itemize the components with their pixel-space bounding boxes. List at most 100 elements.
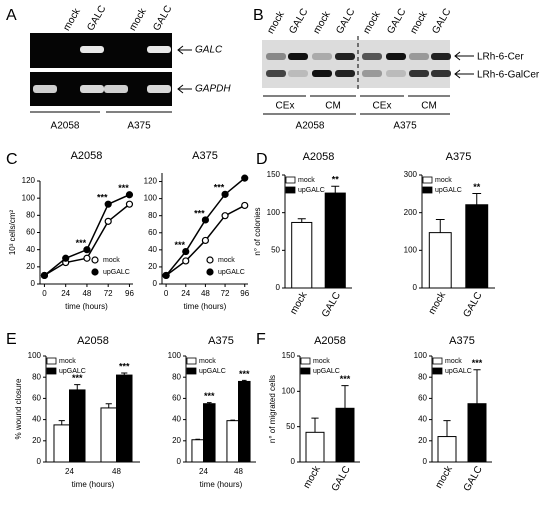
y-tick-label: 150 — [267, 170, 281, 179]
legend-label: mock — [199, 358, 216, 365]
lane-label: GALC — [85, 4, 108, 33]
lane-label: mock — [311, 9, 333, 36]
x-tick-label: GALC — [461, 290, 484, 319]
legend-swatch — [186, 357, 197, 365]
y-tick-label: 100 — [144, 194, 158, 203]
x-tick-label: 48 — [82, 289, 91, 298]
error-bar — [58, 420, 65, 425]
point — [182, 247, 190, 256]
y-tick-label: 60 — [26, 228, 35, 237]
band-label: LRh-6-Cer — [477, 52, 524, 63]
legend-label: upGALC — [103, 269, 130, 276]
arrow — [177, 45, 192, 55]
y-tick-label: 80 — [32, 372, 41, 381]
cell-line: A2058 — [51, 121, 80, 132]
error-bar — [105, 403, 112, 408]
y-tick-label: 150 — [282, 351, 296, 360]
band — [386, 53, 406, 60]
point — [221, 190, 229, 198]
y-tick-label: 0 — [37, 457, 42, 466]
chart-title: A375 — [446, 151, 472, 163]
lane-label: GALC — [151, 4, 174, 33]
y-tick-label: 100 — [168, 351, 182, 360]
x-tick-label: 24 — [181, 289, 190, 298]
panel-letter: A — [6, 7, 17, 24]
bar — [191, 439, 204, 463]
legend-label: upGALC — [435, 187, 462, 194]
error-bar — [74, 384, 81, 390]
legend-marker — [206, 268, 214, 276]
legend-label: mock — [218, 257, 235, 264]
point — [83, 246, 91, 254]
point — [125, 200, 134, 208]
y-tick-label: 40 — [26, 245, 35, 254]
legend-label: upGALC — [298, 187, 325, 194]
y-tick-label: 100 — [414, 351, 428, 360]
x-tick-label: GALC — [320, 290, 343, 319]
y-tick-label: 0 — [291, 457, 296, 466]
legend-swatch — [432, 357, 443, 365]
y-tick-label: 100 — [22, 193, 36, 202]
bar — [116, 374, 133, 463]
legend-label: upGALC — [218, 269, 245, 276]
y-tick-label: 0 — [177, 457, 182, 466]
x-tick-label: mock — [433, 463, 455, 490]
x-tick-label: 48 — [234, 467, 243, 476]
fraction: CM — [421, 101, 437, 112]
band — [386, 70, 406, 77]
chart-title: A2058 — [314, 335, 346, 347]
band-label: GALC — [195, 45, 223, 56]
band-label: GAPDH — [195, 84, 231, 95]
legend-swatch — [186, 367, 197, 375]
y-tick-label: 20 — [418, 436, 427, 445]
band — [431, 53, 451, 60]
error-bar — [297, 218, 306, 223]
y-tick-label: 0 — [423, 457, 428, 466]
point — [104, 200, 112, 208]
legend-label: upGALC — [199, 368, 226, 375]
panel-letter: D — [256, 151, 268, 168]
chart-title: A2058 — [77, 335, 109, 347]
significance: *** — [97, 193, 108, 203]
legend-label: mock — [435, 177, 452, 184]
x-axis-label: time (hours) — [72, 480, 115, 489]
legend-marker — [91, 268, 99, 276]
legend-swatch — [46, 357, 57, 365]
band — [80, 85, 104, 93]
y-tick-label: 100 — [282, 386, 296, 395]
significance: *** — [239, 369, 250, 379]
point — [201, 236, 210, 245]
x-tick-label: mock — [288, 289, 310, 316]
band — [312, 70, 332, 77]
y-tick-label: 0 — [153, 279, 158, 288]
x-tick-label: 0 — [42, 289, 47, 298]
x-axis-label: time (hours) — [200, 480, 243, 489]
band — [80, 46, 104, 53]
error-bar — [241, 379, 247, 382]
point — [62, 254, 70, 262]
error-bar — [443, 420, 451, 437]
x-tick-label: mock — [301, 463, 323, 490]
x-tick-label: 24 — [199, 467, 208, 476]
y-tick-label: 80 — [172, 372, 181, 381]
band — [335, 53, 355, 60]
band — [266, 53, 286, 60]
y-tick-label: 60 — [172, 394, 181, 403]
significance: *** — [174, 240, 185, 250]
band — [147, 46, 171, 53]
y-tick-label: 40 — [418, 415, 427, 424]
bar — [53, 424, 71, 463]
significance: *** — [119, 361, 130, 371]
point — [162, 271, 170, 280]
y-tick-label: 60 — [418, 394, 427, 403]
chart-title: A375 — [192, 150, 218, 162]
significance: *** — [118, 183, 129, 193]
legend-label: upGALC — [313, 368, 340, 375]
y-tick-label: 60 — [148, 228, 157, 237]
y-tick-label: 80 — [418, 372, 427, 381]
lane-label: GALC — [334, 7, 357, 36]
point — [182, 257, 190, 265]
y-tick-label: 100 — [404, 245, 418, 254]
arrow — [454, 51, 474, 61]
